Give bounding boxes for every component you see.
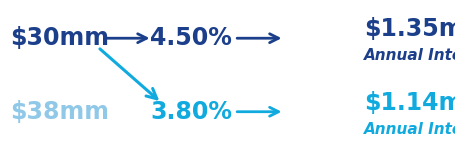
Text: $1.35mm: $1.35mm [364,17,455,41]
Text: $30mm: $30mm [10,26,109,50]
Text: 4.50%: 4.50% [150,26,232,50]
Text: $38mm: $38mm [10,100,109,124]
Text: 3.80%: 3.80% [150,100,232,124]
Text: $1.14mm: $1.14mm [364,91,455,115]
Text: Annual Interest: Annual Interest [364,48,455,63]
Text: Annual Interest: Annual Interest [364,122,455,137]
